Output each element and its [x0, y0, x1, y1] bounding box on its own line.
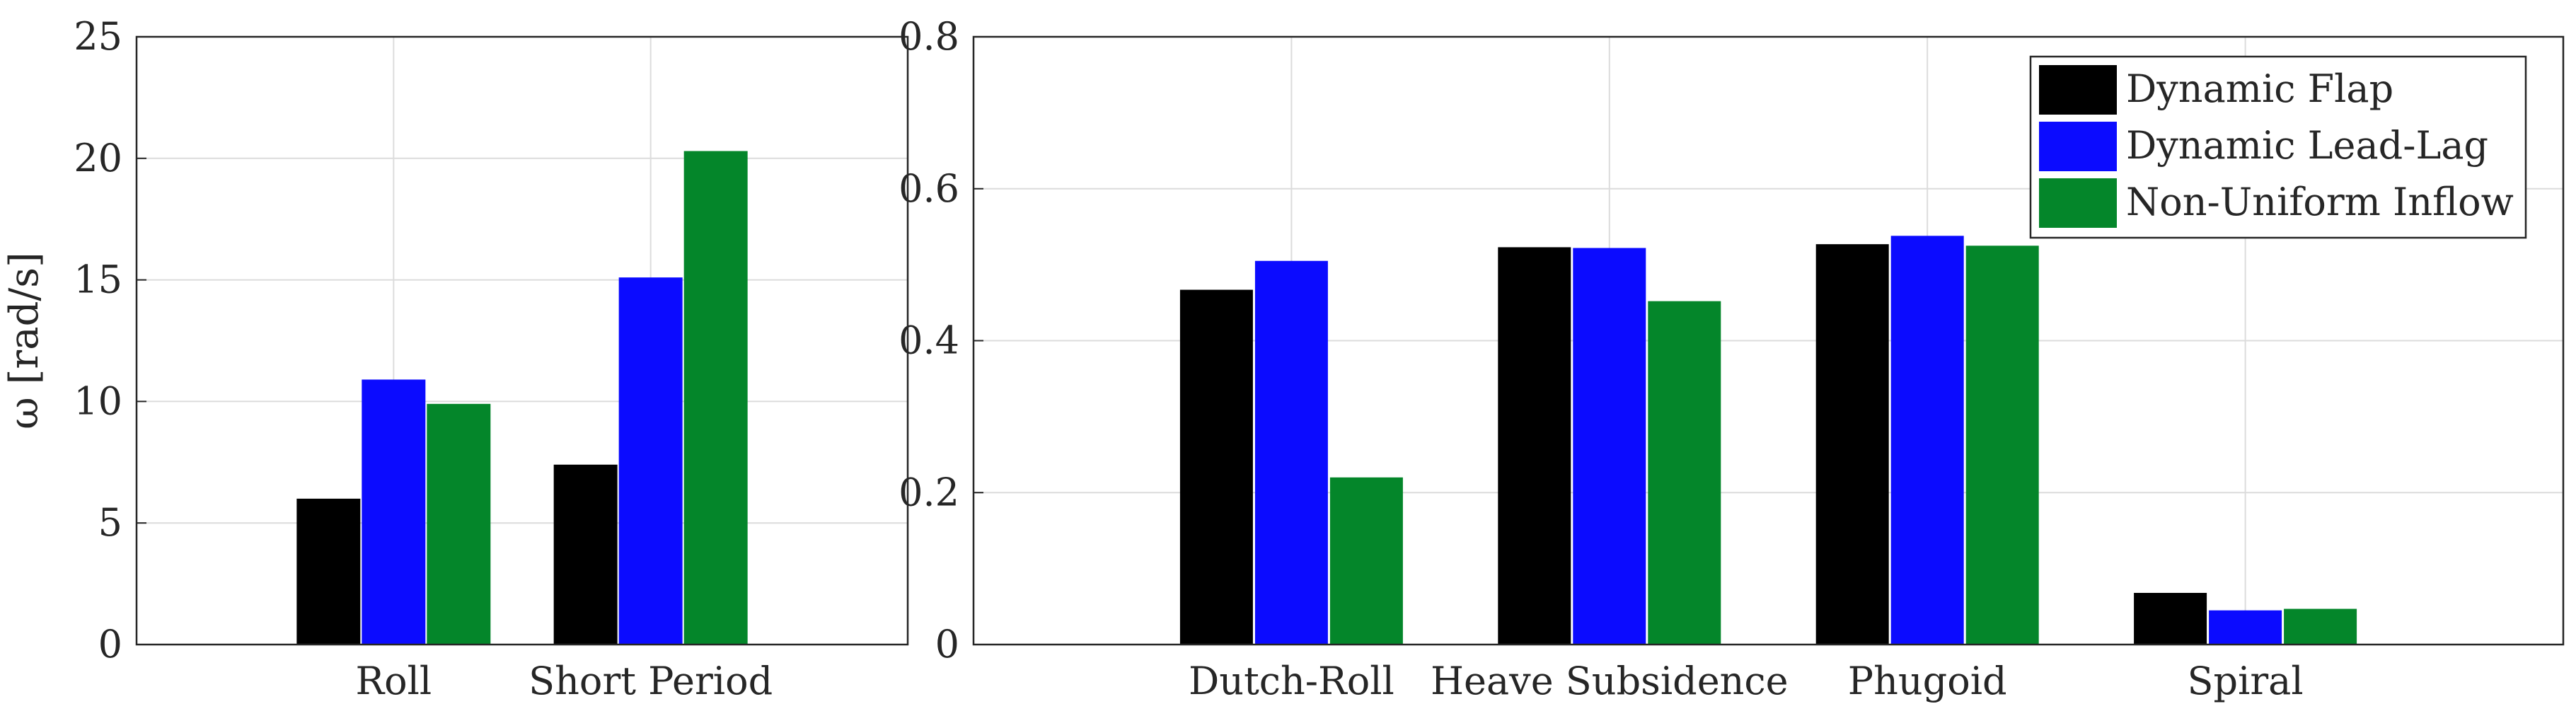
- bar-dynamic-lead-lag-short-period: [618, 277, 683, 645]
- x-tick-label: Short Period: [529, 659, 773, 703]
- y-tick-label: 0: [935, 622, 959, 666]
- bar-non-uniform-inflow-phugoid: [1965, 246, 2039, 645]
- x-tick-label: Heave Subsidence: [1431, 659, 1789, 703]
- legend-swatch: [2039, 178, 2117, 228]
- bar-dynamic-flap-spiral: [2134, 592, 2207, 645]
- y-tick-label: 25: [74, 14, 122, 59]
- y-tick-label: 0.8: [899, 14, 959, 59]
- y-tick-label: 20: [74, 136, 122, 180]
- bar-dynamic-lead-lag-dutch-roll: [1254, 260, 1328, 645]
- right-chart-panel: 0 0.2 0.4 0.6 0.8 Dutch-Roll Heave Subsidence P…: [899, 14, 2565, 703]
- y-tick-label: 10: [74, 379, 122, 423]
- y-tick-label: 0: [98, 622, 122, 666]
- legend-swatch: [2039, 122, 2117, 171]
- bar-dynamic-flap-short-period: [553, 464, 618, 645]
- bar-dynamic-lead-lag-spiral: [2209, 610, 2282, 645]
- y-tick-label: 0.6: [899, 166, 959, 211]
- bar-dynamic-flap-phugoid: [1815, 244, 1889, 645]
- y-tick-label: 0.4: [899, 318, 959, 363]
- bar-non-uniform-inflow-spiral: [2284, 608, 2357, 645]
- bar-dynamic-lead-lag-heave-subsidence: [1573, 248, 1646, 645]
- axes-frame: [135, 35, 909, 646]
- legend: Dynamic Flap Dynamic Lead-Lag Non-Uniform …: [2029, 55, 2527, 239]
- plot-area: [137, 37, 908, 645]
- axes-frame: [972, 35, 2565, 646]
- legend-label: Dynamic Lead-Lag: [2126, 123, 2488, 168]
- bar-non-uniform-inflow-short-period: [683, 151, 748, 645]
- bar-dynamic-flap-roll: [296, 498, 361, 645]
- legend-label: Non-Uniform Inflow: [2126, 180, 2514, 224]
- y-tick-label: 5: [98, 500, 122, 545]
- bar-dynamic-flap-dutch-roll: [1179, 289, 1253, 645]
- x-tick-label: Roll: [355, 659, 432, 703]
- legend-label: Dynamic Flap: [2126, 67, 2393, 111]
- x-tick-label: Phugoid: [1848, 659, 2007, 703]
- left-chart-panel: 0 5 10 15 20 25 Roll Short Period ω [rad/s]: [1, 14, 909, 703]
- bar-non-uniform-inflow-heave-subsidence: [1648, 301, 1721, 645]
- y-tick-label: 15: [74, 258, 122, 302]
- y-axis-label: ω [rad/s]: [1, 252, 47, 429]
- bar-non-uniform-inflow-dutch-roll: [1329, 477, 1403, 645]
- bar-dynamic-lead-lag-phugoid: [1890, 236, 1964, 645]
- bar-dynamic-flap-heave-subsidence: [1498, 247, 1571, 645]
- y-tick-label: 0.2: [899, 470, 959, 514]
- bar-non-uniform-inflow-roll: [427, 403, 491, 645]
- x-tick-label: Spiral: [2188, 659, 2304, 703]
- bar-dynamic-lead-lag-roll: [362, 379, 426, 645]
- x-tick-label: Dutch-Roll: [1189, 659, 1394, 703]
- legend-swatch: [2039, 65, 2117, 115]
